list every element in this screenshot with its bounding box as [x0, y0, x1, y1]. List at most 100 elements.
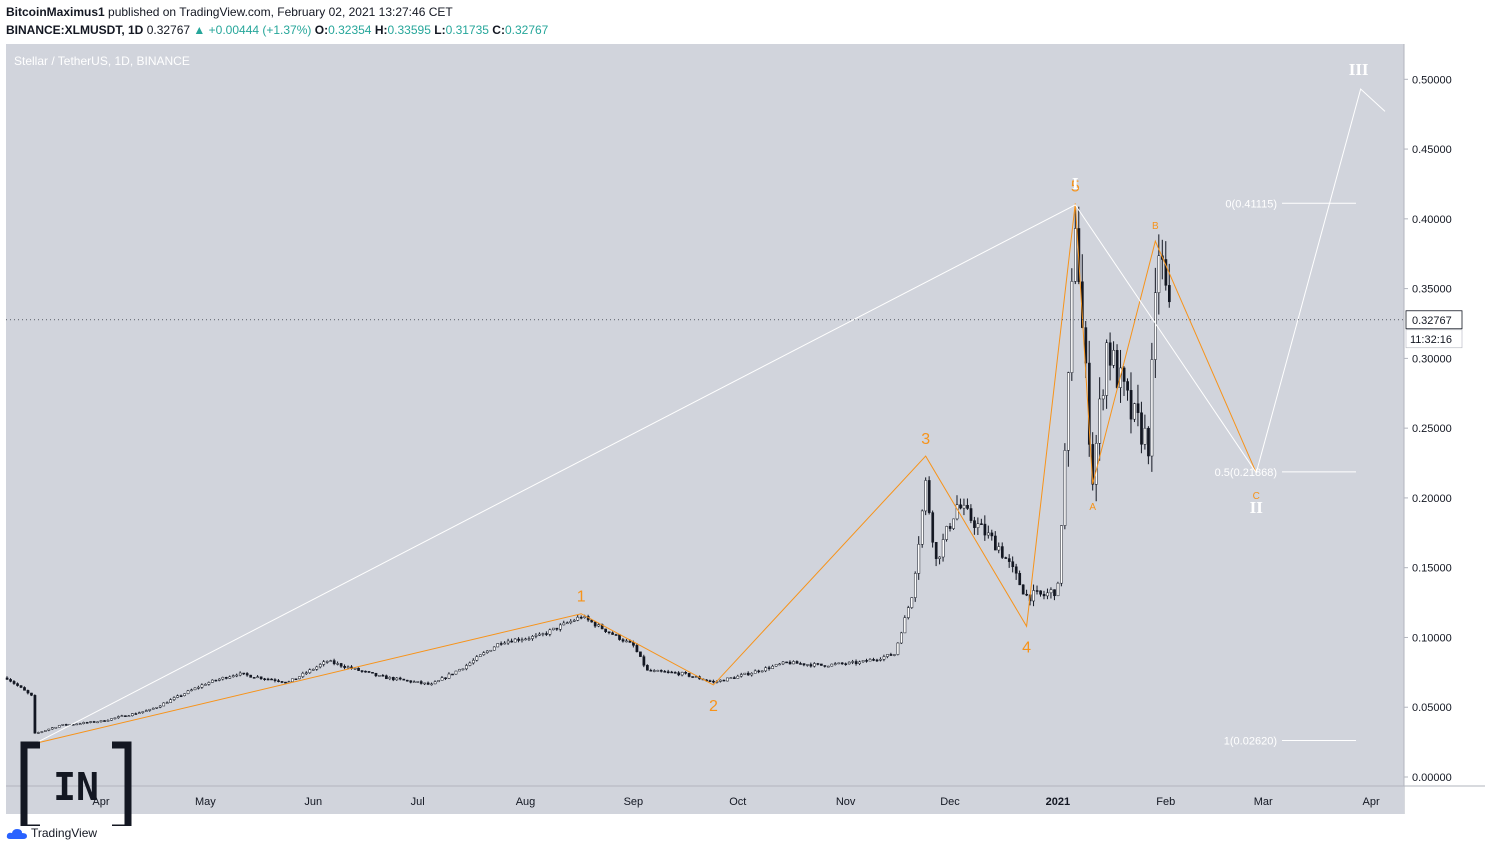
y-tick-label: 0.40000 [1412, 214, 1452, 226]
candle-body [99, 720, 103, 723]
candle-body [40, 731, 44, 733]
candle-body [26, 690, 30, 694]
candle-body [691, 676, 694, 678]
candle-body [1000, 546, 1004, 558]
candle-body [833, 663, 837, 665]
candle-body [92, 721, 96, 723]
candle-body [131, 713, 134, 716]
candle-body [555, 627, 559, 630]
candle-body [809, 664, 813, 667]
candle-body [221, 677, 225, 680]
candle-body [861, 660, 865, 663]
candle-body [781, 661, 785, 665]
candle-body [1136, 403, 1140, 413]
candle-body [913, 573, 917, 598]
candle-body [646, 665, 649, 671]
candle-body [823, 665, 827, 667]
axis-labels-layer: 0.50000 0.45000 0.40000 0.35000 0.30000 0.250… [6, 74, 1463, 808]
candle-body [315, 666, 319, 670]
candle-body [1074, 228, 1077, 282]
candle-body [625, 640, 628, 643]
candle-body [656, 670, 660, 672]
candle-body [1105, 342, 1109, 396]
candle-body [722, 679, 726, 682]
candle-body [506, 640, 510, 644]
x-tick-label: Apr [1363, 796, 1380, 808]
candle-body [583, 616, 587, 618]
candle-body [124, 715, 127, 717]
candle-body [893, 654, 896, 656]
candle-body [572, 620, 576, 622]
candle-body [1098, 398, 1102, 444]
candle-body [211, 679, 214, 683]
candle-body [1056, 582, 1060, 597]
candle-body [844, 663, 848, 665]
symbol-label[interactable]: BINANCE:XLMUSDT, 1D [6, 23, 144, 37]
candle-body [882, 656, 886, 660]
low-value: 0.31735 [445, 23, 489, 37]
candle-body [1070, 281, 1074, 373]
candle-body [447, 673, 451, 679]
y-tick-label: 0.00000 [1412, 772, 1452, 784]
open-label: O: [314, 23, 329, 37]
candle-body [948, 526, 952, 529]
author-name[interactable]: BitcoinMaximus1 [6, 5, 105, 19]
candle-body [75, 723, 79, 726]
candle-body [1140, 412, 1143, 445]
candle-body [71, 724, 75, 726]
candle-body [54, 726, 58, 729]
candle-body [795, 661, 799, 664]
publish-info: BitcoinMaximus1 published on TradingView… [6, 5, 453, 19]
x-tick-label: Aug [516, 796, 536, 808]
wave-label-5: 5 [1071, 178, 1080, 195]
candle-body [569, 620, 573, 624]
candle-body [976, 523, 980, 528]
candle-body [204, 684, 207, 686]
candle-body [767, 667, 771, 669]
candle-body [169, 699, 173, 703]
x-tick-label: Mar [1254, 796, 1273, 808]
candle-body [218, 678, 221, 681]
wave-label-c: C [1253, 491, 1260, 502]
candle-body [5, 677, 9, 680]
candle-body [423, 682, 427, 685]
candle-body [621, 639, 625, 642]
candle-body [548, 629, 552, 635]
candle-body [30, 692, 33, 696]
candle-body [966, 504, 969, 509]
candle-body [1126, 381, 1129, 391]
tradingview-brand[interactable]: TradingView [6, 826, 97, 840]
candle-body [1122, 367, 1126, 382]
candle-body [753, 670, 757, 674]
candle-body [64, 724, 68, 726]
candle-body [579, 616, 583, 619]
high-label: H: [374, 23, 388, 37]
candle-body [402, 678, 406, 681]
x-tick-label: Sep [624, 796, 644, 808]
candle-body [952, 518, 955, 529]
candle-body [242, 672, 246, 675]
candle-body [611, 632, 614, 635]
candle-body [1133, 403, 1136, 420]
candle-body [249, 674, 253, 678]
candle-body [496, 643, 500, 648]
candle-body [997, 546, 1001, 551]
candle-body [941, 539, 945, 558]
candle-body [322, 661, 326, 665]
candle-body [9, 679, 12, 682]
time-axis[interactable] [6, 786, 1404, 814]
candle-body [851, 661, 855, 663]
candle-body [607, 631, 611, 633]
candle-body [712, 680, 715, 683]
candle-body [1021, 584, 1025, 595]
candle-body [778, 663, 781, 666]
candle-body [179, 695, 183, 697]
candle-body [165, 702, 169, 704]
candle-body [78, 723, 82, 725]
price-axis[interactable] [1404, 44, 1485, 814]
countdown-label: 11:32:16 [1410, 334, 1452, 346]
candle-body [1046, 592, 1049, 597]
candle-body [1164, 259, 1168, 286]
